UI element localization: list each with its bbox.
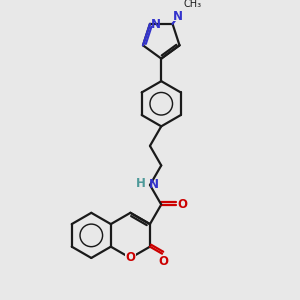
Text: O: O xyxy=(125,251,135,265)
Text: N: N xyxy=(151,18,161,31)
Text: CH₃: CH₃ xyxy=(183,0,202,10)
Text: O: O xyxy=(177,198,187,211)
Text: O: O xyxy=(158,256,168,268)
Text: H: H xyxy=(136,177,146,190)
Text: N: N xyxy=(149,178,159,190)
Text: N: N xyxy=(173,11,183,23)
